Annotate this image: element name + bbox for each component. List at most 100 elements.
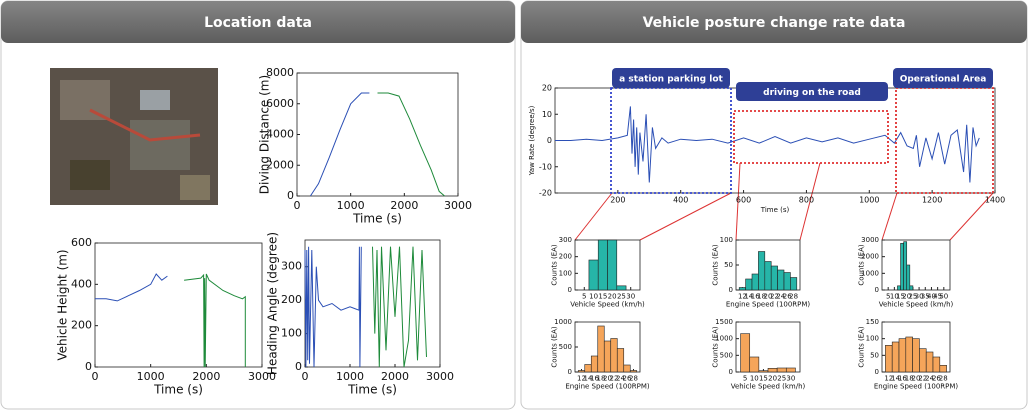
y-tick-label: 0 bbox=[547, 136, 552, 145]
bar bbox=[739, 288, 745, 291]
bar bbox=[578, 371, 585, 373]
y-tick-label: 500 bbox=[559, 343, 572, 351]
bar bbox=[771, 266, 777, 290]
y-tick-label: 200 bbox=[71, 319, 92, 332]
y-axis-label: Counts (EA) bbox=[551, 244, 559, 286]
y-tick-label: -20 bbox=[539, 189, 552, 198]
y-tick-label: 200 bbox=[559, 253, 572, 261]
y-tick-label: 200 bbox=[281, 293, 302, 306]
bar bbox=[907, 265, 910, 290]
bar bbox=[768, 368, 777, 372]
y-axis-label: Vehicle Height (m) bbox=[56, 249, 70, 360]
x-tick-label: 800 bbox=[799, 196, 814, 205]
y-tick-label: 3000 bbox=[861, 236, 879, 244]
y-tick-label: 1500 bbox=[715, 318, 733, 326]
bar bbox=[611, 339, 618, 373]
x-tick-label: 0 bbox=[294, 199, 301, 212]
x-tick-label: 1000 bbox=[337, 199, 365, 212]
x-axis-label: Engine Speed (100RPM) bbox=[726, 301, 811, 309]
bar bbox=[759, 371, 768, 372]
annotation: a station parking lot bbox=[619, 75, 723, 85]
x-axis-label: Time (s) bbox=[760, 206, 790, 214]
x-tick-label: 0 bbox=[302, 370, 309, 383]
bar bbox=[752, 274, 758, 290]
bar bbox=[892, 342, 899, 372]
bar bbox=[786, 368, 795, 372]
x-tick-label: 28 bbox=[939, 374, 948, 382]
panel-title: Location data bbox=[204, 15, 312, 31]
bar bbox=[790, 278, 796, 291]
bar bbox=[901, 243, 904, 290]
bar bbox=[933, 357, 940, 372]
y-axis-label: Yaw Rate (degree/s) bbox=[528, 105, 536, 176]
y-tick-label: 0 bbox=[729, 286, 733, 294]
y-tick-label: 100 bbox=[281, 327, 302, 340]
x-tick-label: 1200 bbox=[922, 196, 942, 205]
bar bbox=[750, 357, 759, 372]
bar bbox=[899, 339, 906, 372]
y-tick-label: 100 bbox=[720, 236, 733, 244]
x-tick-label: 200 bbox=[610, 196, 625, 205]
bar bbox=[778, 270, 784, 290]
bar bbox=[617, 286, 626, 290]
y-tick-label: 0 bbox=[875, 368, 879, 376]
y-tick-label: 0 bbox=[729, 368, 733, 376]
bar bbox=[604, 341, 611, 372]
x-tick-label: 20 bbox=[768, 374, 777, 382]
bar bbox=[741, 334, 750, 372]
x-tick-label: 30 bbox=[786, 374, 795, 382]
aerial-image bbox=[50, 68, 218, 205]
bar bbox=[630, 371, 637, 373]
x-axis-label: Vehicle Speed (km/h) bbox=[731, 383, 806, 391]
x-axis-label: Vehicle Speed (km/h) bbox=[570, 301, 645, 309]
x-tick-label: 1000 bbox=[336, 370, 364, 383]
x-tick-label: 20 bbox=[608, 292, 617, 300]
bar bbox=[758, 252, 764, 291]
y-axis-label: Heading Angle (degree) bbox=[266, 232, 280, 375]
x-tick-label: 400 bbox=[673, 196, 688, 205]
x-tick-label: 1400 bbox=[985, 196, 1005, 205]
bar bbox=[624, 365, 631, 372]
x-axis-label: Engine Speed (100RPM) bbox=[565, 383, 650, 391]
x-tick-label: 0 bbox=[92, 370, 99, 383]
y-tick-label: 1000 bbox=[554, 318, 572, 326]
bar bbox=[904, 242, 907, 290]
annotation: driving on the road bbox=[763, 88, 861, 98]
x-axis-label: Time (s) bbox=[153, 383, 203, 397]
y-tick-label: 300 bbox=[281, 260, 302, 273]
y-tick-label: 0 bbox=[568, 368, 572, 376]
x-tick-label: 28 bbox=[629, 374, 638, 382]
x-tick-label: 3000 bbox=[426, 370, 454, 383]
y-tick-label: 50 bbox=[870, 351, 879, 359]
bar bbox=[906, 337, 913, 372]
bar bbox=[897, 286, 900, 290]
y-tick-label: 100 bbox=[866, 335, 879, 343]
bar bbox=[913, 339, 920, 372]
y-tick-label: 0 bbox=[85, 360, 92, 373]
bar bbox=[598, 240, 607, 290]
y-tick-label: 0 bbox=[875, 286, 879, 294]
y-tick-label: 0 bbox=[287, 189, 294, 202]
y-tick-label: 20 bbox=[542, 84, 552, 93]
bar bbox=[926, 352, 933, 372]
y-tick-label: 600 bbox=[71, 236, 92, 249]
y-tick-label: 500 bbox=[720, 351, 733, 359]
y-tick-label: 0 bbox=[295, 360, 302, 373]
panel-title: Vehicle posture change rate data bbox=[643, 15, 906, 31]
y-tick-label: 400 bbox=[71, 277, 92, 290]
page: Location data Vehicle posture change rat… bbox=[0, 0, 1028, 410]
bar bbox=[784, 273, 790, 291]
x-tick-label: 3000 bbox=[444, 199, 472, 212]
y-axis-label: Counts (EA) bbox=[551, 326, 559, 368]
y-tick-label: 300 bbox=[559, 236, 572, 244]
bar bbox=[608, 240, 617, 290]
x-tick-label: 15 bbox=[598, 292, 607, 300]
x-axis-label: Time (s) bbox=[352, 212, 402, 226]
x-tick-label: 25 bbox=[777, 374, 786, 382]
y-tick-label: 100 bbox=[559, 269, 572, 277]
bar bbox=[777, 368, 786, 372]
y-axis-label: Counts (EA) bbox=[712, 244, 720, 286]
y-tick-label: 50 bbox=[724, 261, 733, 269]
x-tick-label: 25 bbox=[617, 292, 626, 300]
bar bbox=[885, 345, 892, 372]
